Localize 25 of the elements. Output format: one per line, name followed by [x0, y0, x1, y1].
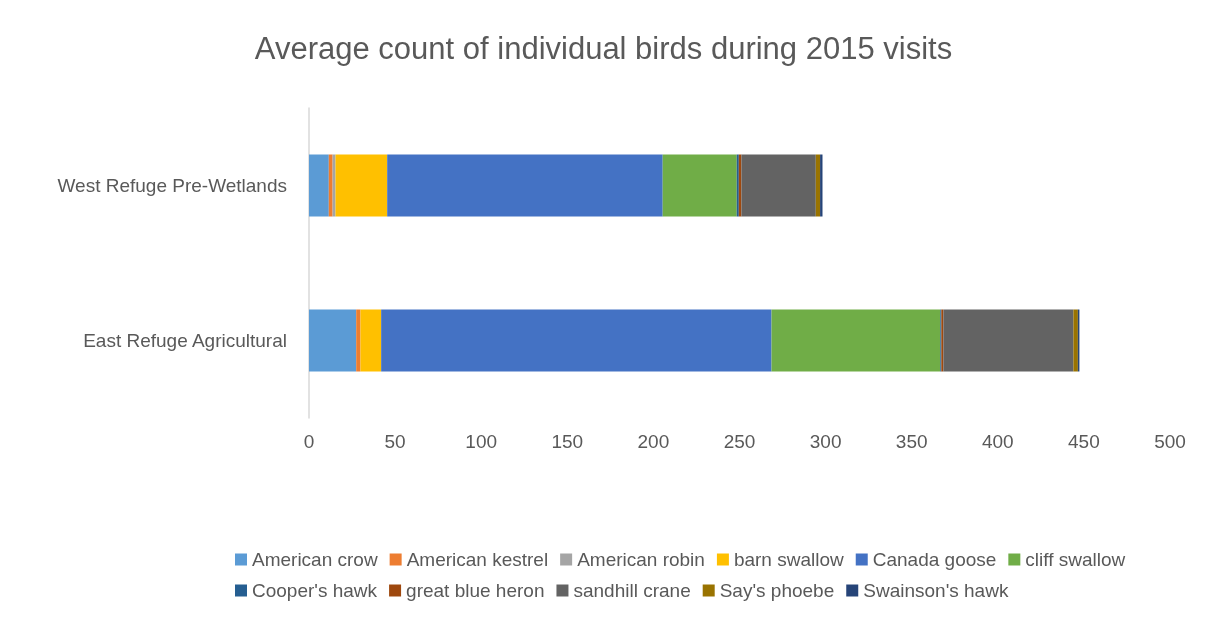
- legend-label: sandhill crane: [573, 580, 691, 601]
- x-tick-label: 100: [465, 431, 498, 452]
- x-tick-label: 50: [384, 431, 406, 452]
- x-tick-label: 0: [303, 431, 315, 452]
- x-tick-label: 250: [723, 431, 756, 452]
- legend-label: great blue heron: [406, 580, 545, 601]
- y-tick-label: East Refuge Agricultural: [83, 330, 287, 351]
- chart-title: Average count of individual birds during 2015 visits: [254, 31, 953, 66]
- y-tick-label: West Refuge Pre-Wetlands: [57, 175, 287, 196]
- legend-label: Canada goose: [872, 549, 997, 570]
- x-tick-label: 350: [895, 431, 928, 452]
- legend-label: Cooper's hawk: [252, 580, 378, 601]
- legend-label: American kestrel: [406, 549, 549, 570]
- legend-label: barn swallow: [733, 549, 845, 570]
- legend-label: Swainson's hawk: [863, 580, 1009, 601]
- legend-label: American crow: [252, 549, 378, 570]
- x-tick-label: 150: [551, 431, 584, 452]
- legend-label: cliff swallow: [1025, 549, 1126, 570]
- legend-label: American robin: [577, 549, 705, 570]
- legend-label: Say's phoebe: [719, 580, 835, 601]
- x-tick-label: 400: [981, 431, 1014, 452]
- x-tick-label: 200: [637, 431, 670, 452]
- x-tick-label: 300: [809, 431, 842, 452]
- x-tick-label: 500: [1154, 431, 1186, 452]
- x-tick-label: 450: [1068, 431, 1100, 452]
